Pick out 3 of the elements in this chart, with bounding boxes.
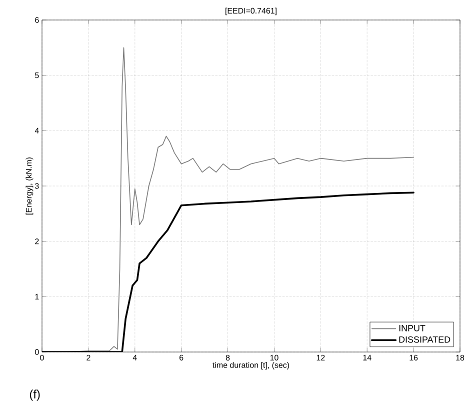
text: (f): [30, 390, 40, 401]
legend-label: INPUT: [399, 325, 426, 332]
legend-label: DISSIPATED: [399, 336, 450, 343]
